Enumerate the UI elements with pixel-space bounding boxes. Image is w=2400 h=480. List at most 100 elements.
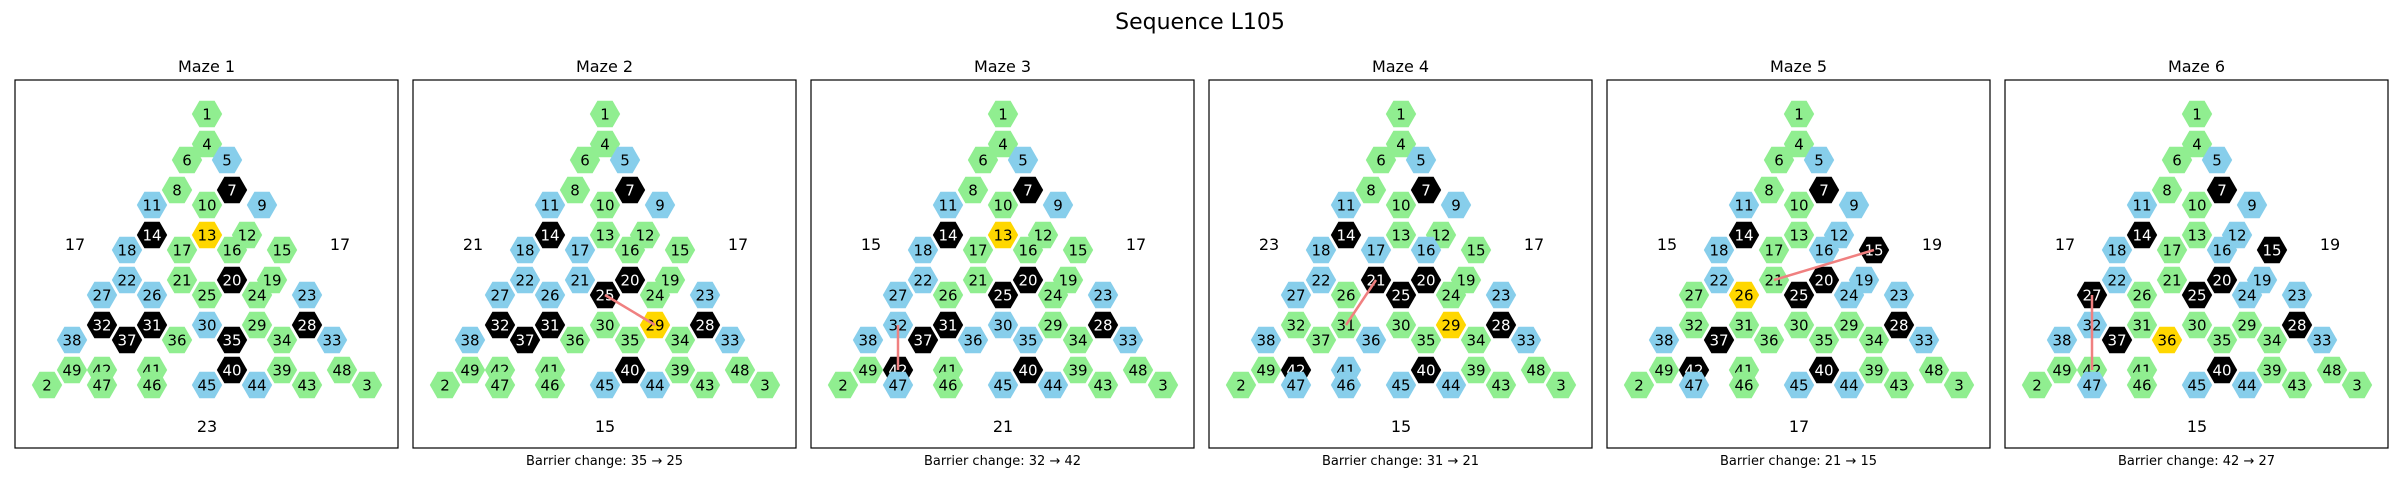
hex-cell-36 — [957, 326, 989, 354]
maze-panel-3: Maze 312 34567891011121314151617181920212… — [810, 57, 1195, 469]
hex-cell-5 — [609, 146, 641, 174]
hex-cell-label: 47 — [888, 377, 907, 395]
side-label-right: 17 — [1524, 235, 1544, 254]
hex-cell-2 — [429, 371, 461, 399]
hex-cell-33 — [714, 326, 746, 354]
hex-cell-18 — [509, 236, 541, 264]
hex-cell-label: 47 — [490, 377, 509, 395]
hex-cell-44 — [241, 371, 273, 399]
maze-title: Maze 4 — [1372, 57, 1429, 76]
hex-cell-38 — [1648, 326, 1680, 354]
hex-cell-label: 16 — [1416, 242, 1435, 260]
hex-cell-34 — [2256, 326, 2288, 354]
hex-cell-6 — [569, 146, 601, 174]
hex-cell-label: 46 — [938, 377, 957, 395]
hex-cell-15 — [2256, 236, 2288, 264]
hex-cell-5 — [1405, 146, 1437, 174]
hex-cell-label: 32 — [490, 317, 509, 335]
hex-cell-label: 37 — [913, 332, 932, 350]
hex-cell-label: 38 — [858, 332, 877, 350]
hex-cell-label: 47 — [1684, 377, 1703, 395]
hex-cell-label: 34 — [272, 332, 291, 350]
hex-cell-34 — [1460, 326, 1492, 354]
hex-cell-5 — [2201, 146, 2233, 174]
hex-cell-49 — [1648, 356, 1680, 384]
hex-cell-7 — [1012, 176, 1044, 204]
hex-cell-label: 44 — [1839, 377, 1858, 395]
hex-cell-26 — [932, 281, 964, 309]
hex-cell-20 — [1012, 266, 1044, 294]
hex-cell-label: 21 — [1764, 272, 1783, 290]
hex-cell-34 — [1062, 326, 1094, 354]
hex-cell-38 — [454, 326, 486, 354]
hex-cell-label: 46 — [142, 377, 161, 395]
hex-cell-44 — [1833, 371, 1865, 399]
hex-cell-label: 45 — [993, 377, 1012, 395]
hex-cell-15 — [664, 236, 696, 264]
hex-cell-label: 1 — [600, 106, 610, 124]
hex-cell-9 — [2236, 191, 2268, 219]
hex-cell-label: 33 — [1914, 332, 1933, 350]
hex-cell-label: 10 — [1391, 197, 1410, 215]
hex-cell-20 — [614, 266, 646, 294]
hex-cell-label: 9 — [1849, 197, 1859, 215]
hex-cell-label: 9 — [257, 197, 267, 215]
hex-cell-label: 5 — [1416, 152, 1426, 170]
hex-cell-label: 44 — [1043, 377, 1062, 395]
hex-cell-label: 21 — [968, 272, 987, 290]
hex-cell-label: 48 — [730, 362, 749, 380]
hex-cell-20 — [216, 266, 248, 294]
hex-cell-24 — [1037, 281, 1069, 309]
hex-cell-label: 25 — [1391, 287, 1410, 305]
maze-frame — [1208, 79, 1593, 449]
hex-cell-label: 8 — [172, 182, 182, 200]
hex-cell-48 — [1918, 356, 1950, 384]
hex-cell-11 — [1728, 191, 1760, 219]
maze-panel-1: Maze 112 34567891011121314151617181920212… — [14, 57, 399, 449]
hex-cell-22 — [1305, 266, 1337, 294]
hex-cell-46 — [136, 371, 168, 399]
hex-cell-label: 21 — [172, 272, 191, 290]
hex-cell-label: 38 — [2052, 332, 2071, 350]
hex-cell-22 — [907, 266, 939, 294]
hex-cell-label: 29 — [2237, 317, 2256, 335]
hex-cell-1 — [589, 100, 621, 128]
hex-cell-16 — [1410, 236, 1442, 264]
hex-cell-45 — [191, 371, 223, 399]
hex-cell-29 — [1037, 311, 1069, 339]
hex-cell-label: 19 — [2252, 272, 2271, 290]
hex-cell-label: 26 — [2132, 287, 2151, 305]
hex-cell-label: 24 — [2237, 287, 2256, 305]
hex-cell-33 — [316, 326, 348, 354]
hex-cell-label: 15 — [1068, 242, 1087, 260]
hex-cell-44 — [1435, 371, 1467, 399]
hex-cell-label: 45 — [197, 377, 216, 395]
hex-cell-label: 39 — [670, 362, 689, 380]
hex-cell-label: 1 — [1396, 106, 1406, 124]
hex-cell-label: 19 — [1058, 272, 1077, 290]
hex-cell-label: 35 — [1416, 332, 1435, 350]
hex-cell-label: 35 — [1018, 332, 1037, 350]
hex-cell-label: 22 — [913, 272, 932, 290]
hex-cell-label: 33 — [322, 332, 341, 350]
hex-cell-7 — [2206, 176, 2238, 204]
hex-cell-14 — [1728, 221, 1760, 249]
hex-cell-21 — [962, 266, 994, 294]
hex-cell-label: 23 — [1889, 287, 1908, 305]
hex-cell-label: 1 — [998, 106, 1008, 124]
hex-cell-label: 17 — [1366, 242, 1385, 260]
hex-cell-label: 26 — [1336, 287, 1355, 305]
hex-cell-label: 17 — [1764, 242, 1783, 260]
hex-cell-label: 20 — [1814, 272, 1833, 290]
hex-cell-32 — [484, 311, 516, 339]
hex-cell-label: 12 — [237, 227, 256, 245]
hex-cell-29 — [1833, 311, 1865, 339]
hex-cell-label: 5 — [2212, 152, 2222, 170]
hex-cell-4 — [2181, 130, 2213, 158]
hex-cell-7 — [614, 176, 646, 204]
figure-title: Sequence L105 — [1115, 10, 1285, 35]
hex-cell-40 — [1012, 356, 1044, 384]
hex-cell-label: 25 — [1789, 287, 1808, 305]
hex-cell-17 — [2156, 236, 2188, 264]
hex-cell-33 — [1908, 326, 1940, 354]
